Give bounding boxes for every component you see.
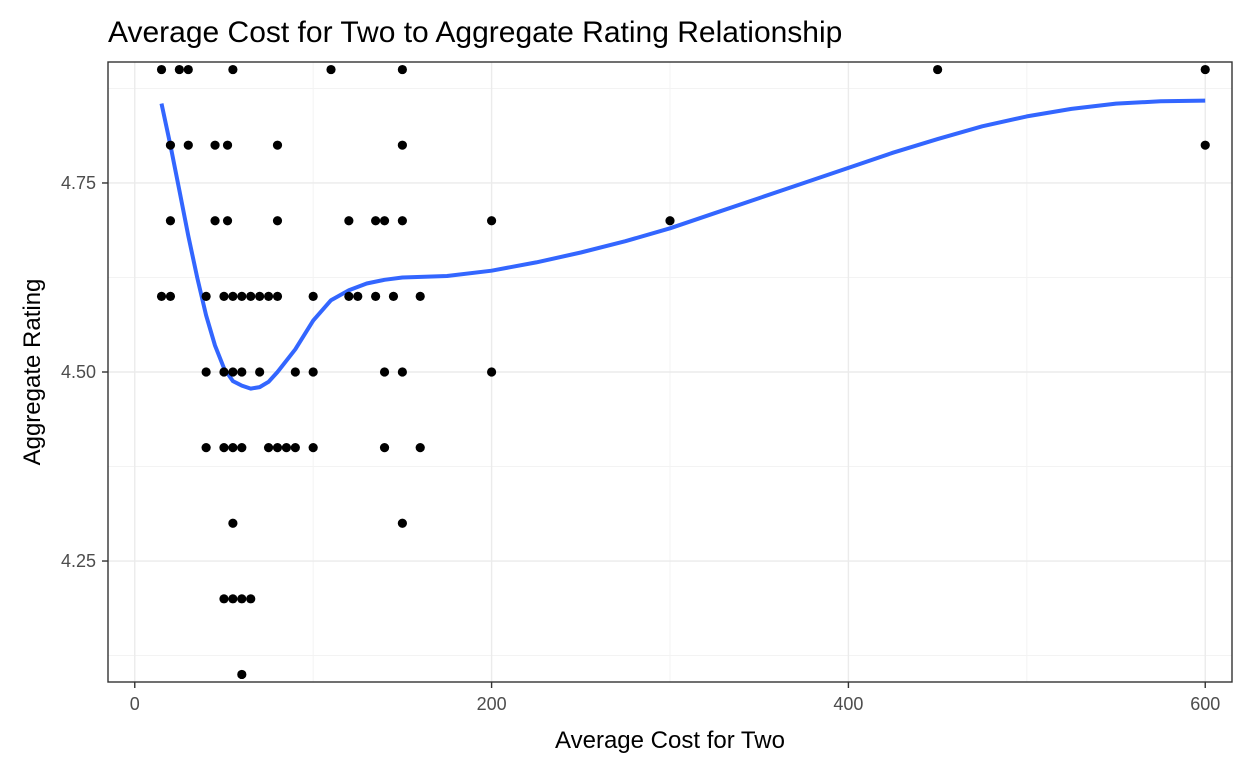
data-point: [228, 443, 238, 453]
data-point: [183, 140, 193, 150]
data-point: [281, 443, 292, 453]
smooth-line-layer: [159, 98, 1206, 391]
data-point: [388, 291, 399, 301]
data-point: [263, 443, 274, 453]
data-point: [237, 443, 247, 453]
grid-lines: [108, 62, 1232, 682]
data-point: [228, 64, 238, 75]
data-point: [210, 216, 220, 226]
x-axis-title: Average Cost for Two: [555, 727, 785, 754]
data-point: [290, 443, 300, 453]
data-point: [371, 291, 381, 301]
data-point: [222, 216, 233, 226]
data-point: [397, 367, 407, 377]
data-point: [237, 291, 247, 301]
data-point: [1200, 64, 1210, 75]
data-point: [272, 443, 283, 453]
data-point: [165, 216, 176, 226]
data-point: [219, 594, 229, 604]
data-point: [237, 594, 247, 604]
data-point: [228, 291, 238, 301]
x-tick-label: 400: [833, 694, 863, 714]
data-point: [165, 291, 176, 301]
data-point: [183, 64, 193, 75]
data-point: [308, 291, 318, 301]
data-point: [237, 367, 247, 377]
data-point: [379, 216, 390, 226]
data-point: [263, 291, 274, 301]
data-point: [255, 291, 265, 301]
y-tick-label: 4.75: [61, 173, 96, 193]
data-point: [308, 367, 318, 377]
data-point: [415, 443, 425, 453]
data-point: [371, 216, 381, 226]
data-point: [174, 64, 184, 75]
data-point: [228, 367, 238, 377]
x-tick-label: 0: [130, 694, 140, 714]
data-point: [201, 443, 211, 453]
data-point: [379, 443, 390, 453]
chart-title: Average Cost for Two to Aggregate Rating…: [108, 16, 842, 49]
data-point: [344, 216, 354, 226]
data-point: [219, 367, 229, 377]
data-points-layer: [156, 64, 1210, 680]
data-point: [486, 367, 497, 377]
data-point: [272, 216, 283, 226]
data-point: [353, 291, 363, 301]
data-point: [246, 291, 256, 301]
data-point: [219, 291, 229, 301]
data-point: [290, 367, 300, 377]
data-point: [1200, 140, 1210, 150]
data-point: [210, 140, 220, 150]
data-point: [415, 291, 425, 301]
data-point: [397, 518, 407, 528]
axes: 0 200 400 600 4.25 4.50 4.75: [61, 173, 1220, 714]
data-point: [201, 367, 211, 377]
data-point: [379, 367, 390, 377]
y-tick-label: 4.50: [61, 362, 96, 382]
data-point: [344, 291, 354, 301]
y-axis-title: Aggregate Rating: [19, 279, 46, 466]
x-tick-label: 200: [477, 694, 507, 714]
data-point: [665, 216, 675, 226]
data-point: [397, 140, 407, 150]
y-tick-label: 4.25: [61, 551, 96, 571]
data-point: [237, 669, 247, 680]
data-point: [222, 140, 233, 150]
data-point: [165, 140, 176, 150]
data-point: [397, 64, 407, 75]
data-point: [201, 291, 211, 301]
data-point: [397, 216, 407, 226]
data-point: [272, 291, 283, 301]
data-point: [486, 216, 497, 226]
data-point: [326, 64, 336, 75]
data-point: [246, 594, 256, 604]
smooth-trend-line: [159, 98, 1206, 391]
data-point: [228, 594, 238, 604]
data-point: [255, 367, 265, 377]
data-point: [156, 291, 167, 301]
data-point: [933, 64, 943, 75]
x-tick-label: 600: [1190, 694, 1220, 714]
data-point: [272, 140, 283, 150]
data-point: [219, 443, 229, 453]
data-point: [228, 518, 238, 528]
data-point: [156, 64, 167, 75]
data-point: [308, 443, 318, 453]
